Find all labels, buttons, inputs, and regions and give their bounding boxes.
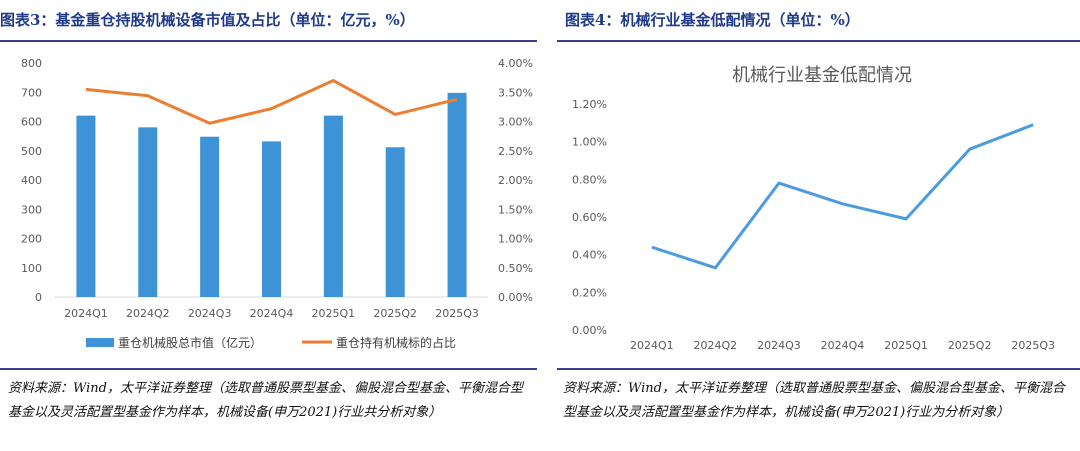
right-source-note: 资料来源：Wind，太平洋证券整理（选取普通股票型基金、偏股混合型基金、平衡混合… (563, 381, 1065, 420)
x-tick-label: 2024Q3 (757, 339, 801, 352)
left-bottom-rule (0, 368, 537, 370)
left-figure-panel: 图表3：基金重仓持股机械设备市值及占比（单位：亿元，%） 0 100 200 300 4… (0, 0, 537, 451)
left-y-tick-label: 100 (21, 262, 42, 275)
y-tick-label: 1.20% (572, 98, 607, 111)
right-figure-panel: 图表4：机械行业基金低配情况（单位：%） 机械行业基金低配情况 0.00% 0.20… (557, 0, 1080, 451)
x-tick-label: 2025Q1 (312, 307, 356, 320)
right-y-tick-label: 2.50% (498, 145, 533, 158)
right-y-tick-label: 4.00% (498, 57, 533, 70)
left-y-tick-label: 600 (21, 116, 42, 129)
x-tick-label: 2024Q4 (821, 339, 865, 352)
right-y-tick-label: 3.50% (498, 86, 533, 99)
right-y-tick-label: 0.00% (498, 291, 533, 304)
x-tick-label: 2025Q3 (1011, 339, 1055, 352)
left-chart: 0 100 200 300 400 500 600 700 800 0.00% 0.50% 1.00%… (21, 57, 533, 350)
right-y-tick-label: 0.50% (498, 262, 533, 275)
x-tick-label: 2024Q3 (188, 307, 232, 320)
right-y-tick-label: 2.00% (498, 174, 533, 187)
bar-market-value (200, 136, 220, 297)
x-tick-label: 2024Q1 (64, 307, 108, 320)
x-tick-label: 2024Q2 (694, 339, 738, 352)
line-holding-ratio (85, 79, 458, 125)
right-bottom-rule (557, 368, 1080, 370)
legend-label-line: 重仓持有机械标的占比 (336, 335, 456, 350)
right-figure-title: 图表4：机械行业基金低配情况（单位：%） (565, 11, 860, 29)
bar-market-value (323, 115, 343, 298)
legend-swatch-bar (86, 338, 114, 347)
y-tick-label: 0.20% (572, 286, 607, 299)
chart-title: 机械行业基金低配情况 (732, 65, 912, 86)
x-tick-label: 2024Q1 (630, 339, 674, 352)
right-top-rule (557, 40, 1080, 42)
left-top-rule (0, 40, 537, 42)
right-y-tick-label: 1.50% (498, 203, 533, 216)
left-figure-title: 图表3：基金重仓持股机械设备市值及占比（单位：亿元，%） (0, 11, 415, 29)
right-y-tick-label: 3.00% (498, 116, 533, 129)
left-y-tick-label: 700 (21, 86, 42, 99)
bar-market-value (138, 127, 158, 297)
y-tick-label: 0.80% (572, 173, 607, 186)
left-y-tick-label: 300 (21, 203, 42, 216)
x-tick-label: 2025Q1 (884, 339, 928, 352)
y-tick-label: 1.00% (572, 136, 607, 149)
left-source-note: 资料来源：Wind，太平洋证券整理（选取普通股票型基金、偏股混合型基金、平衡混合… (8, 381, 523, 420)
x-tick-label: 2024Q2 (126, 307, 170, 320)
left-y-tick-label: 400 (21, 174, 42, 187)
right-y-tick-label: 1.00% (498, 233, 533, 246)
line-underweight (651, 123, 1034, 270)
right-chart: 机械行业基金低配情况 0.00% 0.20% 0.40% 0.60% 0.80% 1.00%… (572, 65, 1055, 352)
left-y-tick-label: 0 (35, 291, 42, 304)
left-y-tick-label: 800 (21, 57, 42, 70)
x-tick-label: 2024Q4 (250, 307, 294, 320)
x-tick-label: 2025Q2 (948, 339, 992, 352)
bar-market-value (76, 115, 96, 298)
left-y-tick-label: 500 (21, 145, 42, 158)
bar-market-value (447, 92, 467, 298)
y-tick-label: 0.00% (572, 324, 607, 337)
legend-label-bar: 重仓机械股总市值（亿元） (118, 335, 262, 350)
bar-market-value (385, 147, 405, 297)
x-tick-label: 2025Q2 (373, 307, 417, 320)
left-y-tick-label: 200 (21, 233, 42, 246)
y-tick-label: 0.60% (572, 211, 607, 224)
bar-market-value (262, 141, 281, 297)
y-tick-label: 0.40% (572, 249, 607, 262)
x-tick-label: 2025Q3 (435, 307, 479, 320)
